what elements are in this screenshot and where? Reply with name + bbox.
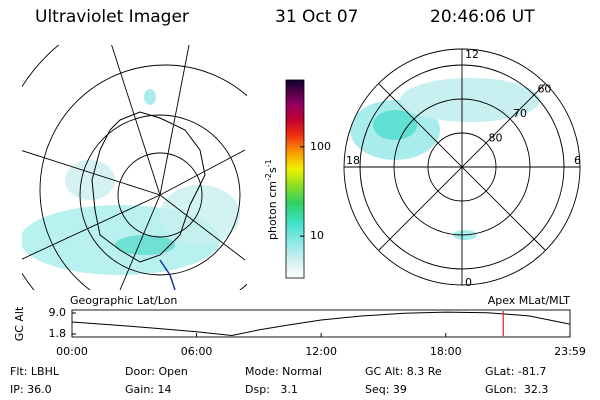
x-tick-label: 23:59 <box>554 345 586 358</box>
status-field: GLon: 32.3 <box>485 383 548 396</box>
lat-ring <box>393 98 531 236</box>
mlt-label: 18 <box>346 154 360 167</box>
dial-grid <box>343 48 581 286</box>
colorbar-tick-label: 10 <box>310 229 324 242</box>
unit: photon cm <box>266 181 279 240</box>
exponent: -2 <box>264 173 273 181</box>
status-field: Gain: 14 <box>125 383 172 396</box>
status-field: Flt: LBHL <box>10 365 60 378</box>
unit: s <box>266 167 279 173</box>
y-tick-label: 1.8 <box>49 327 67 340</box>
status-field: GC Alt: 8.3 Re <box>365 365 442 378</box>
x-tick-label: 18:00 <box>430 345 462 358</box>
lat-label: 70 <box>513 107 527 120</box>
exponent: -1 <box>264 159 273 167</box>
x-tick-label: 00:00 <box>56 345 88 358</box>
emission <box>400 78 540 122</box>
status-field: Mode: Normal <box>245 365 322 378</box>
timeline-title: Geographic Lat/Lon <box>70 294 177 307</box>
colorbar-label: photon cm-2s-1 <box>264 159 280 240</box>
emission <box>65 160 115 200</box>
lat-ring <box>427 132 497 202</box>
emission <box>115 235 175 255</box>
mlt-label: 6 <box>574 154 581 167</box>
x-tick-label: 12:00 <box>305 345 337 358</box>
emission <box>373 110 417 140</box>
mlt-label: 0 <box>465 276 472 289</box>
lat-label: 60 <box>537 83 551 96</box>
instrument: Ultraviolet Imager <box>35 7 189 27</box>
emission <box>144 89 156 105</box>
altitude-curve <box>71 311 570 337</box>
lat-label: 80 <box>488 132 502 145</box>
date: 31 Oct 07 <box>275 7 358 27</box>
colorbar-tick-label: 100 <box>310 140 331 153</box>
mlt-label: 12 <box>465 48 479 61</box>
map-grid <box>22 45 247 290</box>
timeline-ylabel: GC Alt <box>13 306 26 341</box>
status-field: IP: 36.0 <box>10 383 52 396</box>
y-tick-label: 9.0 <box>49 306 67 319</box>
geographic-map <box>22 45 247 290</box>
status-field: Door: Open <box>125 365 188 378</box>
status-field: Dsp: 3.1 <box>245 383 298 396</box>
x-tick-label: 06:00 <box>181 345 213 358</box>
emission <box>160 185 240 245</box>
timeline-title: Apex MLat/MLT <box>488 294 571 307</box>
header: Ultraviolet Imager 31 Oct 07 20:46:06 UT <box>35 7 535 27</box>
timeline-frame <box>71 309 571 338</box>
lat-ring <box>359 64 565 270</box>
colorbar <box>285 79 305 279</box>
status-field: GLat: -81.7 <box>485 365 546 378</box>
status-field: Seq: 39 <box>365 383 407 396</box>
time: 20:46:06 UT <box>430 7 535 27</box>
